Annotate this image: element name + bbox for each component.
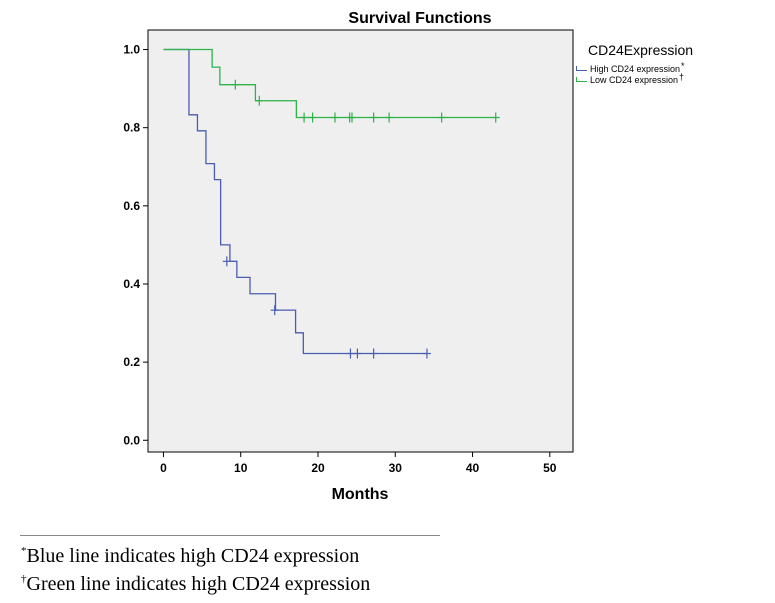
censor-mark-low xyxy=(231,79,240,90)
censor-mark-low xyxy=(369,112,378,123)
x-axis-label: Months xyxy=(332,486,389,503)
censor-mark-high xyxy=(222,256,231,267)
censor-mark-low xyxy=(255,95,264,106)
legend-item-high: High CD24 expression * xyxy=(576,61,685,74)
footnote-divider xyxy=(20,535,440,536)
footnote-low: †Green line indicates high CD24 expressi… xyxy=(21,573,370,596)
y-tick-label: 0.0 xyxy=(123,433,140,447)
y-tick-label: 0.2 xyxy=(123,355,140,369)
censor-mark-low xyxy=(331,112,339,123)
censor-mark-low xyxy=(308,112,317,123)
footnote-text-high: Blue line indicates high CD24 expression xyxy=(26,545,360,567)
x-tick-label: 0 xyxy=(160,461,167,475)
x-tick-label: 10 xyxy=(234,461,248,475)
legend-swatch-low xyxy=(576,77,587,82)
legend-mark-low: † xyxy=(679,72,685,82)
censor-mark-high xyxy=(353,348,362,359)
legend-item-low: Low CD24 expression † xyxy=(576,72,685,85)
censor-mark-low xyxy=(437,112,446,123)
censor-mark-high xyxy=(422,348,431,359)
y-tick-label: 0.6 xyxy=(123,199,140,213)
y-axis: 0.0 0.2 0.4 0.6 0.8 1.0 xyxy=(123,43,148,447)
x-tick-label: 50 xyxy=(543,461,557,475)
y-tick-label: 0.4 xyxy=(123,277,140,291)
series-layer xyxy=(163,48,500,359)
legend-mark-high: * xyxy=(681,61,685,71)
censor-mark-low xyxy=(385,112,394,123)
censor-mark-high xyxy=(270,305,279,316)
footnote-mark-low: † xyxy=(21,573,27,585)
footnote-high: *Blue line indicates high CD24 expressio… xyxy=(21,545,359,568)
censor-mark-low xyxy=(491,112,500,123)
survival-curve-high xyxy=(163,48,427,355)
x-tick-label: 40 xyxy=(466,461,480,475)
chart-title: Survival Functions xyxy=(348,10,492,27)
censor-mark-high xyxy=(369,348,378,359)
legend-swatch-high xyxy=(576,66,587,71)
x-tick-label: 20 xyxy=(311,461,325,475)
censor-mark-high xyxy=(346,348,355,359)
x-axis: 0 10 20 30 40 50 xyxy=(160,452,557,475)
y-tick-label: 1.0 xyxy=(123,43,140,57)
footnote-mark-high: * xyxy=(21,545,27,557)
legend-label-low: Low CD24 expression xyxy=(590,75,679,85)
censor-mark-low xyxy=(300,112,309,123)
censor-mark-low xyxy=(348,112,356,123)
legend-title: CD24Expression xyxy=(588,42,694,58)
legend-label-high: High CD24 expression xyxy=(590,64,681,74)
plot-area xyxy=(147,29,574,453)
x-tick-label: 30 xyxy=(389,461,403,475)
y-tick-label: 0.8 xyxy=(123,121,140,135)
footnote-text-low: Green line indicates high CD24 expressio… xyxy=(26,573,371,595)
